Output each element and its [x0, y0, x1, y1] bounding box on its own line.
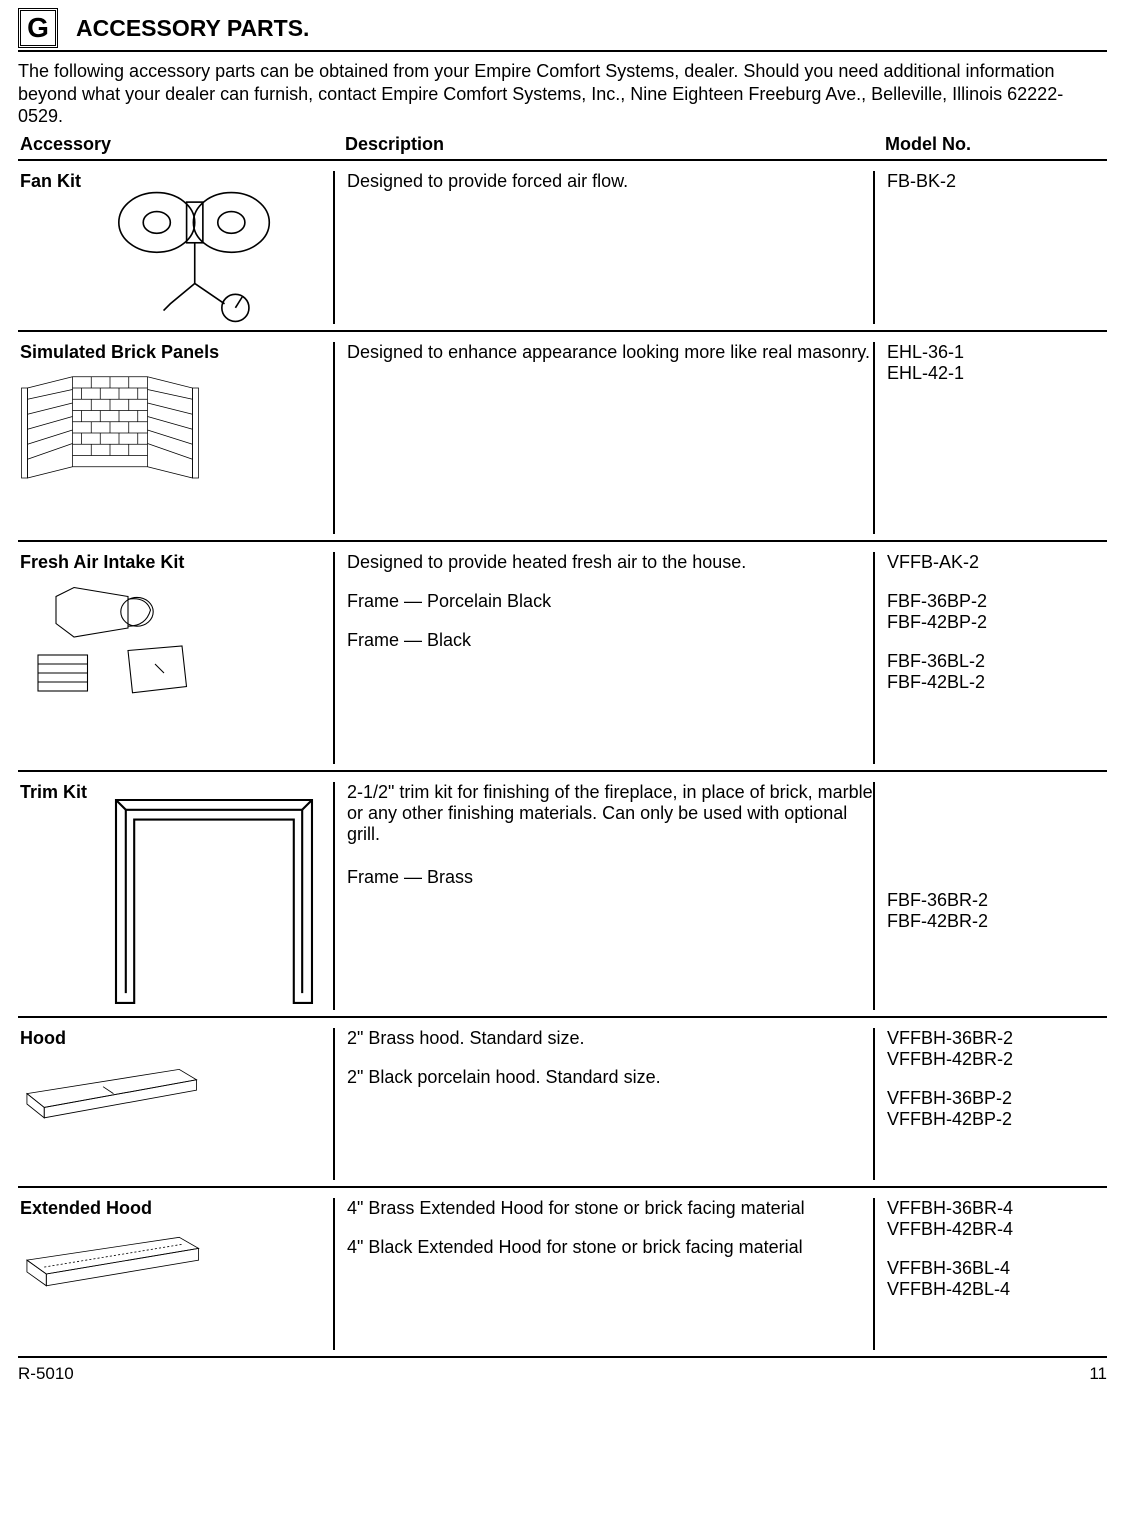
model-block: VFFBH-36BR-2VFFBH-42BR-2 [887, 1028, 1107, 1070]
accessory-cell: Simulated Brick Panels [18, 342, 333, 534]
model-number: VFFBH-42BR-2 [887, 1049, 1107, 1070]
accessory-row: Simulated Brick Panels Designed to enhanc… [18, 332, 1107, 542]
header-description: Description [333, 134, 873, 155]
section-letter: G [27, 12, 49, 44]
model-block: FBF-36BL-2FBF-42BL-2 [887, 651, 1107, 693]
description-text: Frame — Porcelain Black [347, 591, 873, 612]
accessory-cell: Trim Kit [18, 782, 333, 1010]
model-number: VFFBH-42BP-2 [887, 1109, 1107, 1130]
model-number: FBF-42BL-2 [887, 672, 1107, 693]
model-number: FBF-42BP-2 [887, 612, 1107, 633]
description-text: 2-1/2" trim kit for finishing of the fir… [347, 782, 873, 845]
accessory-name: Simulated Brick Panels [20, 342, 333, 363]
accessory-row: Fan Kit Designed to provide forced air fl… [18, 161, 1107, 332]
accessory-cell: Fresh Air Intake Kit [18, 552, 333, 764]
model-number: VFFBH-36BL-4 [887, 1258, 1107, 1279]
accessory-row: Trim Kit 2-1/2" trim kit for finishing of… [18, 772, 1107, 1018]
description-text: Frame — Brass [347, 867, 873, 888]
model-number: FBF-42BR-2 [887, 911, 1107, 932]
description-text: 2" Brass hood. Standard size. [347, 1028, 873, 1049]
model-number: VFFBH-42BR-4 [887, 1219, 1107, 1240]
description-cell: 4" Brass Extended Hood for stone or bric… [333, 1198, 873, 1350]
accessory-row: Extended Hood 4" Brass Extended Hood for … [18, 1188, 1107, 1358]
model-number: VFFBH-42BL-4 [887, 1279, 1107, 1300]
accessory-cell: Extended Hood [18, 1198, 333, 1350]
description-text: Designed to provide heated fresh air to … [347, 552, 873, 573]
description-text: Frame — Black [347, 630, 873, 651]
section-title: ACCESSORY PARTS. [76, 15, 309, 42]
model-number: FB-BK-2 [887, 171, 1107, 192]
model-cell: EHL-36-1EHL-42-1 [873, 342, 1107, 534]
accessory-cell: Fan Kit [18, 171, 333, 324]
accessory-illustration [95, 782, 333, 1010]
header-model: Model No. [873, 134, 1107, 155]
accessory-row: Hood 2" Brass hood. Standard size. 2" Blac… [18, 1018, 1107, 1188]
model-number: VFFBH-36BR-2 [887, 1028, 1107, 1049]
model-block [887, 782, 1107, 872]
description-text: 4" Brass Extended Hood for stone or bric… [347, 1198, 873, 1219]
description-cell: Designed to enhance appearance looking m… [333, 342, 873, 534]
accessory-name: Trim Kit [20, 782, 87, 803]
model-block: VFFBH-36BR-4VFFBH-42BR-4 [887, 1198, 1107, 1240]
description-text: Designed to enhance appearance looking m… [347, 342, 873, 363]
description-text: Designed to provide forced air flow. [347, 171, 873, 192]
model-cell: FBF-36BR-2FBF-42BR-2 [873, 782, 1107, 1010]
model-block: FB-BK-2 [887, 171, 1107, 192]
accessory-illustration [20, 579, 200, 764]
description-cell: Designed to provide heated fresh air to … [333, 552, 873, 764]
model-block: VFFBH-36BL-4VFFBH-42BL-4 [887, 1258, 1107, 1300]
model-cell: VFFBH-36BR-2VFFBH-42BR-2VFFBH-36BP-2VFFB… [873, 1028, 1107, 1180]
description-cell: 2" Brass hood. Standard size. 2" Black po… [333, 1028, 873, 1180]
model-number: VFFBH-36BR-4 [887, 1198, 1107, 1219]
section-header: G ACCESSORY PARTS. [18, 8, 1107, 52]
description-text: 2" Black porcelain hood. Standard size. [347, 1067, 873, 1088]
accessory-illustration [20, 1225, 200, 1350]
accessory-name: Extended Hood [20, 1198, 333, 1219]
description-cell: 2-1/2" trim kit for finishing of the fir… [333, 782, 873, 1010]
model-cell: FB-BK-2 [873, 171, 1107, 324]
accessory-illustration [20, 1055, 200, 1180]
accessory-row: Fresh Air Intake Kit Designed to provide … [18, 542, 1107, 772]
model-cell: VFFBH-36BR-4VFFBH-42BR-4VFFBH-36BL-4VFFB… [873, 1198, 1107, 1350]
accessory-name: Fresh Air Intake Kit [20, 552, 333, 573]
footer-doc-code: R-5010 [18, 1364, 74, 1384]
accessory-name: Fan Kit [20, 171, 81, 192]
model-number: VFFB-AK-2 [887, 552, 1107, 573]
description-cell: Designed to provide forced air flow. [333, 171, 873, 324]
model-number: EHL-42-1 [887, 363, 1107, 384]
model-block: FBF-36BP-2FBF-42BP-2 [887, 591, 1107, 633]
footer-page-number: 11 [1089, 1364, 1107, 1384]
accessory-name: Hood [20, 1028, 333, 1049]
model-block: FBF-36BR-2FBF-42BR-2 [887, 890, 1107, 932]
model-number: FBF-36BR-2 [887, 890, 1107, 911]
header-accessory: Accessory [18, 134, 333, 155]
accessory-illustration [89, 171, 333, 324]
model-number: FBF-36BL-2 [887, 651, 1107, 672]
model-number: EHL-36-1 [887, 342, 1107, 363]
intro-text: The following accessory parts can be obt… [18, 60, 1107, 128]
model-number: VFFBH-36BP-2 [887, 1088, 1107, 1109]
section-letter-box: G [18, 8, 58, 48]
page-footer: R-5010 11 [18, 1358, 1107, 1384]
model-cell: VFFB-AK-2FBF-36BP-2FBF-42BP-2FBF-36BL-2F… [873, 552, 1107, 764]
accessory-table-body: Fan Kit Designed to provide forced air fl… [18, 161, 1107, 1358]
table-header: Accessory Description Model No. [18, 132, 1107, 161]
accessory-illustration [20, 369, 200, 534]
model-block: EHL-36-1EHL-42-1 [887, 342, 1107, 384]
model-number: FBF-36BP-2 [887, 591, 1107, 612]
model-block: VFFBH-36BP-2VFFBH-42BP-2 [887, 1088, 1107, 1130]
model-block: VFFB-AK-2 [887, 552, 1107, 573]
description-text: 4" Black Extended Hood for stone or bric… [347, 1237, 873, 1258]
accessory-cell: Hood [18, 1028, 333, 1180]
